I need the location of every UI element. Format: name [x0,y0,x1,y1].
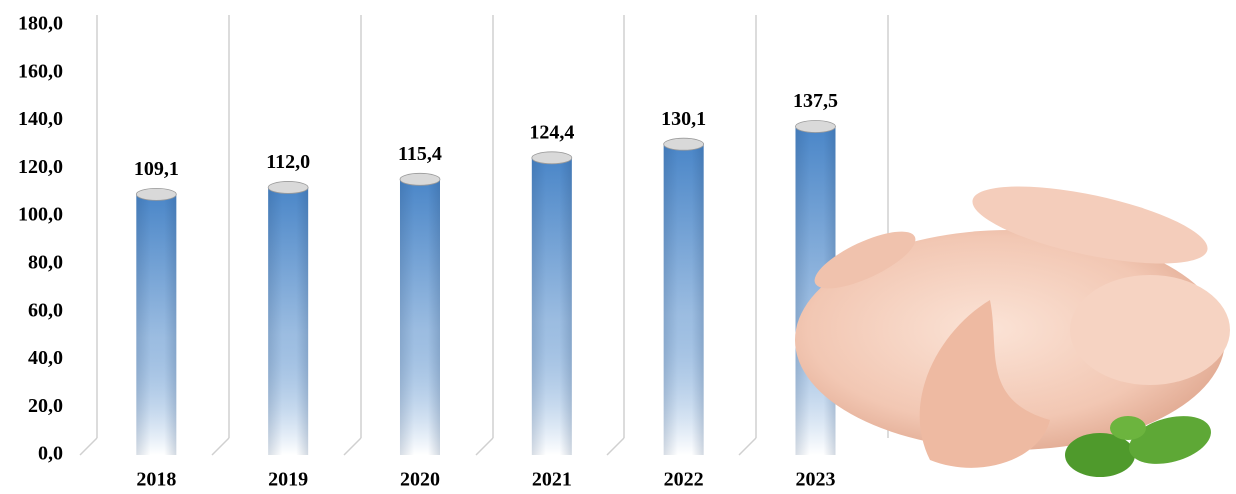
value-label: 109,1 [134,158,179,180]
chicken-image [795,186,1230,477]
y-tick-label: 20,0 [28,395,63,417]
bar-shade [531,157,572,456]
x-tick-label: 2021 [532,469,572,491]
y-tick-label: 80,0 [28,251,63,273]
bar-cap [267,181,309,194]
value-label: 115,4 [398,143,442,165]
value-label: 124,4 [529,121,574,143]
y-tick-label: 40,0 [28,347,63,369]
y-tick-label: 0,0 [38,443,63,465]
value-label: 112,0 [266,151,310,173]
bar-cap [531,151,573,165]
bar-shade [136,194,177,455]
bar-cap [795,120,836,133]
x-tick-label: 2019 [268,469,308,491]
y-tick-label: 140,0 [18,108,63,130]
bar-shade [399,179,440,456]
bars [135,120,836,456]
x-tick-label: 2022 [664,469,704,491]
bar-shade [663,144,704,455]
walls [79,15,889,456]
y-tick-label: 60,0 [28,299,63,321]
bar-shade [268,187,309,455]
x-tick-label: 2023 [795,469,835,491]
bar-cap [135,187,177,201]
y-tick-label: 120,0 [18,156,63,178]
bar-cap [663,137,705,151]
x-tick-label: 2018 [136,469,176,491]
bar-cap [399,172,441,186]
y-tick-label: 100,0 [18,204,63,226]
y-tick-label: 160,0 [18,60,63,82]
x-tick-label: 2020 [400,469,440,491]
value-label: 130,1 [661,108,706,130]
value-label: 137,5 [793,90,838,112]
y-tick-label: 180,0 [18,13,63,35]
